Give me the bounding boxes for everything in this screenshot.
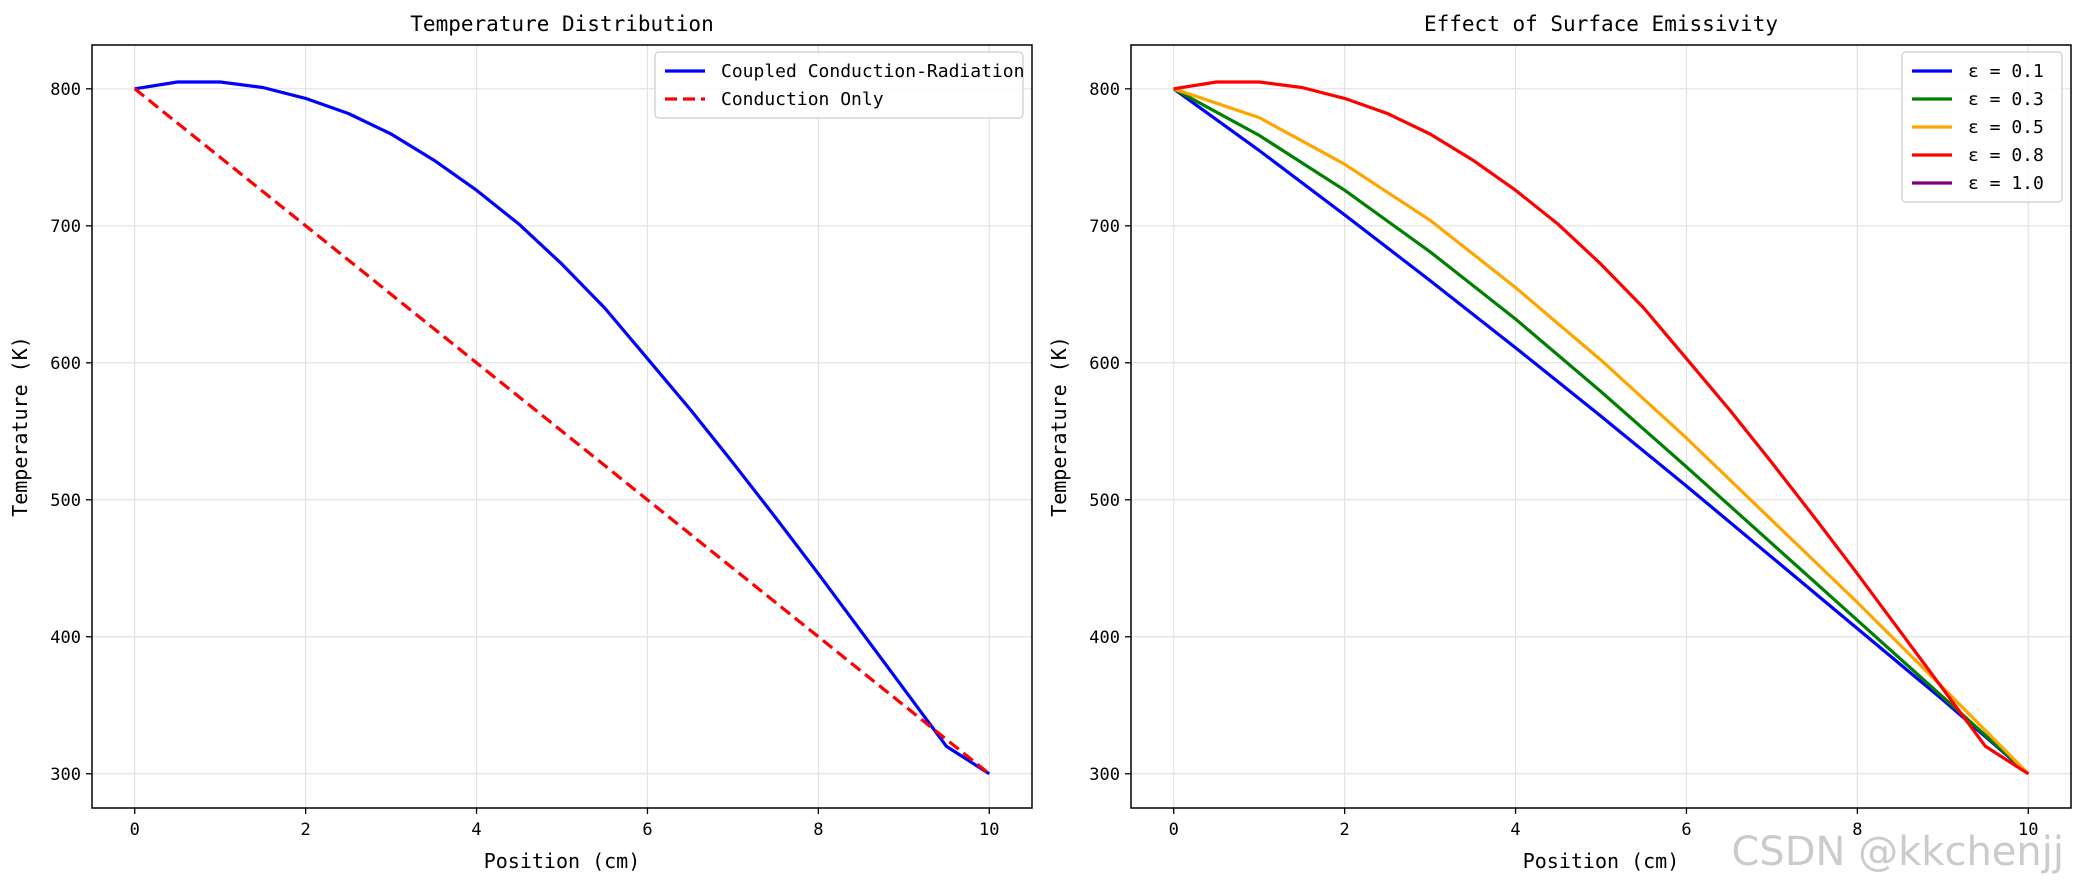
axes-frame <box>91 44 1033 809</box>
legend-box <box>654 51 1024 119</box>
legend-label: ε = 0.1 <box>1968 61 2044 82</box>
series-line-2 <box>1172 87 2030 775</box>
y-tick-label: 600 <box>1089 354 1120 374</box>
y-tick-label: 600 <box>50 354 81 374</box>
x-tick-label: 0 <box>130 820 140 840</box>
legend-label: ε = 0.5 <box>1968 117 2044 138</box>
x-tick-label: 8 <box>813 820 823 840</box>
series-line-3 <box>1173 87 2030 775</box>
chart-title: Temperature Distribution <box>410 12 713 36</box>
watermark-text: CSDN @kkchenjj <box>1731 829 2064 875</box>
series-line-1 <box>1172 87 2030 776</box>
series-line-2 <box>133 87 991 776</box>
chart-2: 0 2 4 6 8 10 300 400 500 600 700 800 Effect of Surfa… <box>1047 12 2072 873</box>
x-tick-label: 4 <box>471 820 481 840</box>
x-tick-label: 2 <box>1340 820 1350 840</box>
legend-box <box>1901 51 2063 203</box>
chart-title: Effect of Surface Emissivity <box>1424 12 1778 36</box>
series-line-4 <box>1173 80 2030 776</box>
y-tick-label: 800 <box>50 80 81 100</box>
y-tick-label: 400 <box>1089 628 1120 648</box>
x-tick-label: 6 <box>642 820 652 840</box>
x-tick-label: 4 <box>1510 820 1520 840</box>
x-axis-label: Position (cm) <box>1523 849 1680 873</box>
y-tick-label: 800 <box>1089 80 1120 100</box>
y-tick-label: 700 <box>1089 217 1120 237</box>
x-tick-label: 10 <box>2018 820 2038 840</box>
chart-1: 0 2 4 6 8 10 300 400 500 600 700 800 Temperature Dis… <box>8 12 1033 873</box>
legend-label: Conduction Only <box>721 89 884 110</box>
legend-label: ε = 0.8 <box>1968 145 2044 166</box>
x-tick-label: 0 <box>1169 820 1179 840</box>
x-tick-label: 2 <box>301 820 311 840</box>
y-tick-label: 300 <box>1089 765 1120 785</box>
x-axis-label: Position (cm) <box>484 849 641 873</box>
legend: ε = 0.1 ε = 0.3 ε = 0.5 ε = 0.8 ε = 1.0 <box>1901 51 2063 203</box>
y-tick-label: 700 <box>50 217 81 237</box>
y-tick-label: 500 <box>1089 491 1120 511</box>
y-axis-label: Temperature (K) <box>1047 336 1071 517</box>
y-axis-label: Temperature (K) <box>8 336 32 517</box>
legend: Coupled Conduction-Radiation Conduction O… <box>654 51 1024 119</box>
legend-label: Coupled Conduction-Radiation <box>721 61 1024 82</box>
y-tick-label: 400 <box>50 628 81 648</box>
y-tick-label: 300 <box>50 765 81 785</box>
legend-label: ε = 0.3 <box>1968 89 2044 110</box>
legend-label: ε = 1.0 <box>1968 173 2044 194</box>
x-tick-label: 10 <box>979 820 999 840</box>
series-line-1 <box>134 80 991 776</box>
axes-frame <box>1130 44 2072 809</box>
y-tick-label: 500 <box>50 491 81 511</box>
x-tick-label: 8 <box>1852 820 1862 840</box>
x-tick-label: 6 <box>1681 820 1691 840</box>
